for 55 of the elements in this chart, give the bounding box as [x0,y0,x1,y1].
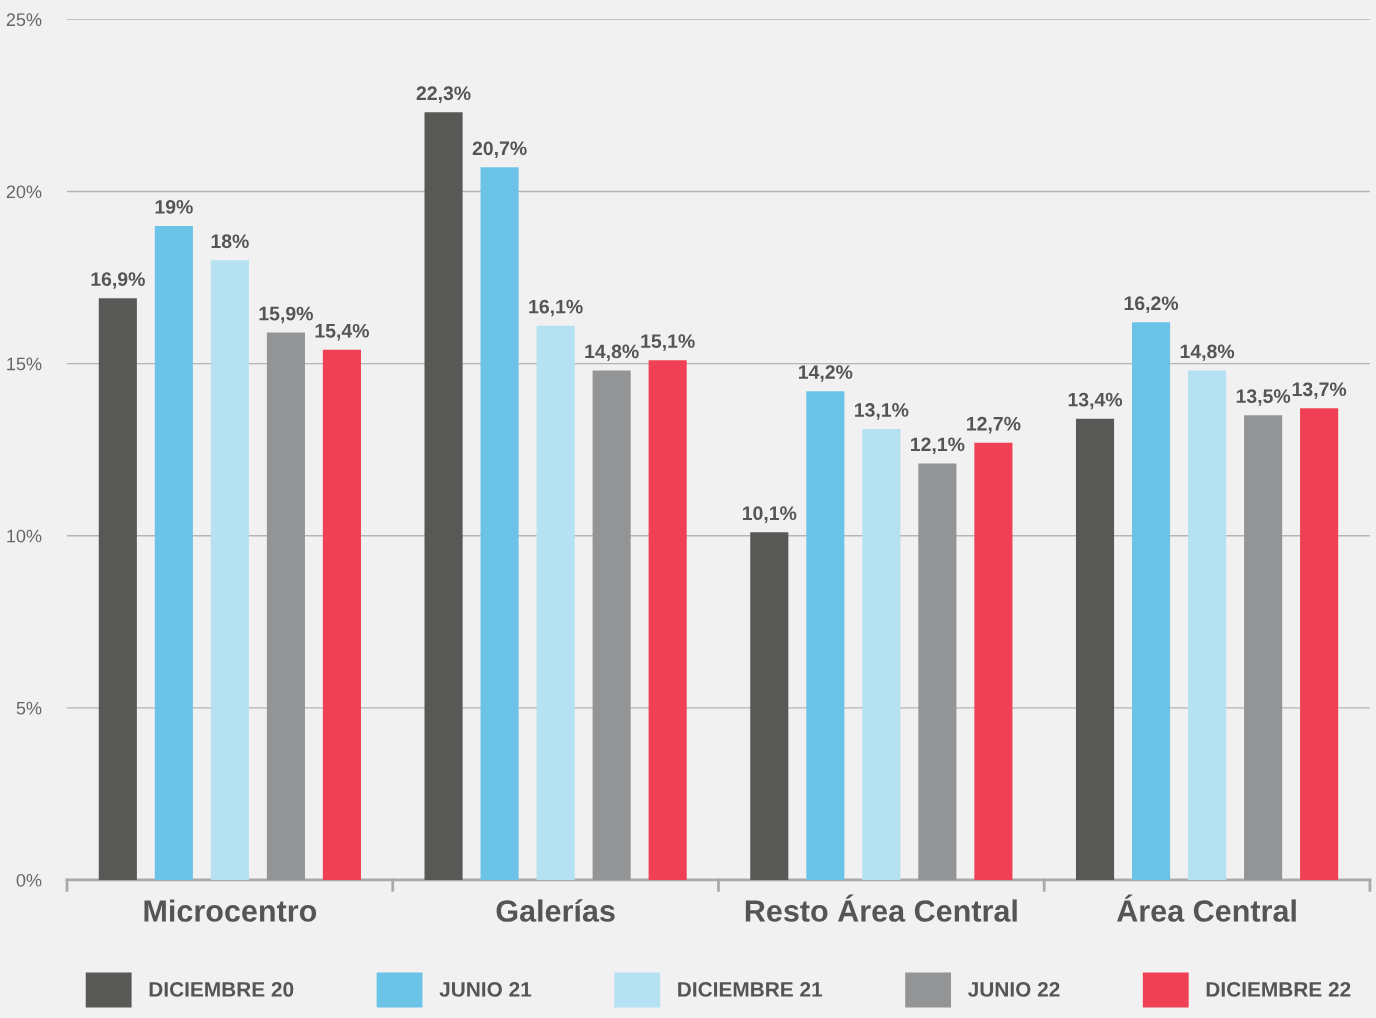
bar [918,463,957,880]
legend-label: DICIEMBRE 22 [1206,982,1351,997]
data-label: 16,9% [91,272,145,289]
bar [648,360,687,880]
bar [592,370,631,880]
y-tick-label: 20% [6,185,42,199]
data-label: 13,7% [1292,382,1347,399]
data-label: 13,1% [855,403,909,420]
y-tick-label: 25% [6,13,42,27]
bar [974,442,1013,880]
data-label: 16,1% [529,299,583,317]
data-label: 18% [211,234,249,249]
x-tick-label: Resto Área Central [745,894,1017,922]
data-label: 10,1% [742,506,797,523]
bar [1188,370,1227,880]
bar [154,225,193,880]
bar [210,260,249,880]
legend-label: JUNIO 21 [439,982,532,997]
legend-label: DICIEMBRE 20 [149,982,294,997]
data-label: 13,4% [1068,392,1123,410]
y-tick-label: 10% [7,529,42,543]
bar [806,391,845,880]
bar [424,112,463,880]
y-tick-label: 5% [16,701,42,715]
x-tick-label: Área Central [1116,894,1296,922]
bar [536,325,575,880]
data-label: 16,2% [1124,296,1179,313]
data-label: 13,5% [1236,389,1291,406]
bar [750,532,789,880]
bar [1300,408,1339,880]
data-label: 14,8% [1180,344,1235,362]
y-tick-label: 15% [7,357,42,371]
data-label: 15,4% [315,323,369,341]
y-tick-label: 0% [16,873,42,887]
legend-label: DICIEMBRE 21 [678,982,823,997]
bar [98,298,137,880]
data-label: 19% [155,199,193,214]
data-label: 12,7% [967,416,1021,434]
bar [1244,415,1283,880]
data-label: 12,1% [911,437,965,455]
data-label: 22,3% [416,86,471,103]
data-label: 14,2% [798,365,853,382]
x-tick-label: Galerías [496,899,615,922]
bar [480,167,519,880]
data-label: 15,9% [259,306,313,324]
x-tick-label: Microcentro [144,899,317,922]
data-label: 14,8% [585,344,639,362]
bar [266,332,305,880]
bar [1075,418,1115,880]
legend-label: JUNIO 22 [968,982,1060,997]
data-label: 15,1% [641,334,695,351]
data-label: 20,7% [472,141,527,159]
bar [1132,322,1171,880]
bar [322,349,361,880]
bar [862,429,901,880]
